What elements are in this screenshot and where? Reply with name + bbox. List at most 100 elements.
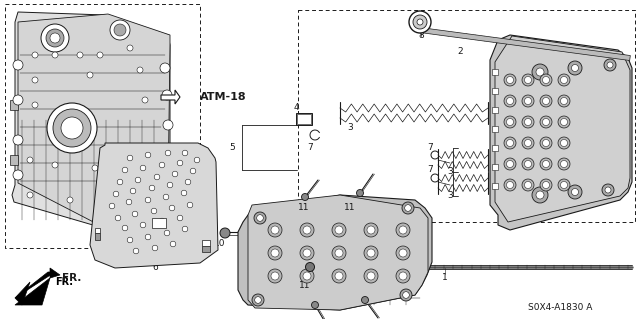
Circle shape	[540, 95, 552, 107]
Bar	[296, 113, 312, 125]
Circle shape	[167, 182, 173, 188]
Circle shape	[504, 95, 516, 107]
Polygon shape	[15, 282, 30, 305]
Circle shape	[532, 187, 548, 203]
Circle shape	[151, 208, 157, 214]
Circle shape	[97, 52, 103, 58]
Circle shape	[187, 202, 193, 208]
Circle shape	[177, 215, 183, 221]
Circle shape	[142, 197, 148, 203]
Circle shape	[506, 182, 513, 189]
Circle shape	[558, 137, 570, 149]
Circle shape	[525, 139, 531, 146]
Circle shape	[271, 249, 279, 257]
Circle shape	[109, 203, 115, 209]
Circle shape	[271, 272, 279, 280]
Circle shape	[140, 165, 146, 171]
Circle shape	[271, 226, 279, 234]
Polygon shape	[95, 233, 100, 240]
Text: 1: 1	[442, 272, 448, 281]
Circle shape	[107, 202, 113, 208]
Circle shape	[540, 74, 552, 86]
Polygon shape	[202, 240, 210, 246]
Text: 3: 3	[447, 167, 453, 176]
Circle shape	[165, 150, 171, 156]
Circle shape	[558, 116, 570, 128]
Circle shape	[117, 179, 123, 185]
Circle shape	[356, 189, 364, 197]
Circle shape	[543, 98, 550, 105]
Circle shape	[61, 117, 83, 139]
Circle shape	[152, 245, 158, 251]
Circle shape	[181, 190, 187, 196]
Circle shape	[169, 205, 175, 211]
Bar	[492, 183, 498, 189]
Text: 7: 7	[427, 144, 433, 152]
Circle shape	[417, 19, 423, 25]
Circle shape	[602, 184, 614, 196]
Circle shape	[568, 61, 582, 75]
Circle shape	[145, 197, 151, 203]
Polygon shape	[15, 278, 50, 305]
Circle shape	[149, 185, 155, 191]
Text: 8: 8	[418, 32, 424, 41]
Circle shape	[115, 215, 121, 221]
Circle shape	[312, 301, 319, 308]
Text: FR.: FR.	[55, 277, 73, 287]
Circle shape	[77, 52, 83, 58]
Circle shape	[303, 249, 311, 257]
Circle shape	[268, 223, 282, 237]
Circle shape	[300, 246, 314, 260]
Circle shape	[568, 185, 582, 199]
Circle shape	[396, 246, 410, 260]
Circle shape	[504, 158, 516, 170]
Polygon shape	[202, 246, 210, 252]
Circle shape	[130, 188, 136, 194]
Circle shape	[159, 162, 165, 168]
Circle shape	[303, 226, 311, 234]
Circle shape	[504, 116, 516, 128]
Circle shape	[13, 95, 23, 105]
Polygon shape	[10, 155, 18, 165]
Circle shape	[540, 179, 552, 191]
Circle shape	[127, 45, 133, 51]
Circle shape	[27, 192, 33, 198]
Circle shape	[399, 249, 407, 257]
Polygon shape	[490, 35, 632, 230]
Circle shape	[46, 29, 64, 47]
Polygon shape	[238, 195, 432, 310]
Circle shape	[127, 237, 133, 243]
Text: 2: 2	[457, 48, 463, 56]
Circle shape	[13, 170, 23, 180]
Circle shape	[52, 52, 58, 58]
Circle shape	[522, 74, 534, 86]
Circle shape	[367, 249, 375, 257]
Text: 9: 9	[207, 248, 213, 256]
Circle shape	[367, 226, 375, 234]
Text: ATM-18: ATM-18	[200, 92, 246, 102]
Circle shape	[561, 77, 568, 84]
Circle shape	[122, 167, 128, 173]
Circle shape	[182, 150, 188, 156]
Circle shape	[561, 118, 568, 125]
Polygon shape	[161, 90, 180, 104]
Circle shape	[561, 160, 568, 167]
Circle shape	[257, 215, 263, 221]
Circle shape	[536, 68, 544, 76]
Polygon shape	[10, 100, 18, 110]
Bar	[492, 69, 498, 75]
Circle shape	[170, 241, 176, 247]
Circle shape	[164, 230, 170, 236]
Circle shape	[163, 194, 169, 200]
Circle shape	[52, 162, 58, 168]
Circle shape	[543, 139, 550, 146]
Circle shape	[252, 294, 264, 306]
Circle shape	[543, 182, 550, 189]
Bar	[152, 218, 166, 228]
Circle shape	[536, 191, 544, 199]
Circle shape	[305, 263, 314, 271]
Circle shape	[572, 189, 579, 196]
Text: FR.: FR.	[62, 273, 81, 283]
Circle shape	[301, 194, 308, 201]
Circle shape	[364, 246, 378, 260]
